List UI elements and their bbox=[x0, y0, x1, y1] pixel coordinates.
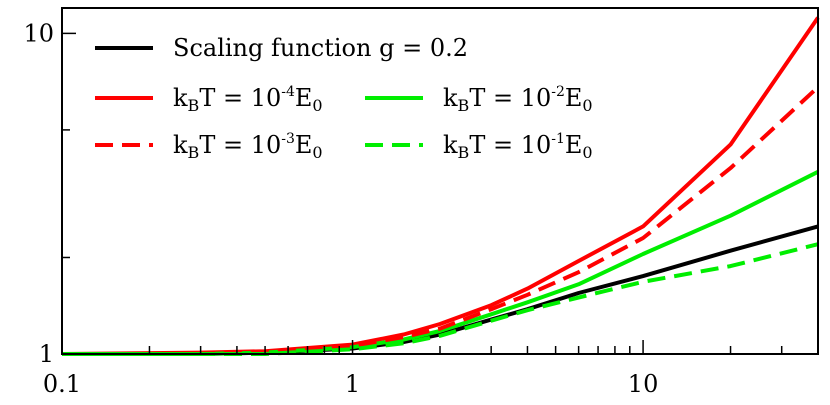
x-tick-label: 10 bbox=[628, 370, 659, 398]
legend-label-5: kBT = 10-1E0 bbox=[443, 131, 593, 162]
y-tick-label: 1 bbox=[39, 340, 54, 368]
x-tick-label: 0.1 bbox=[43, 370, 81, 398]
axis-ticks bbox=[61, 32, 819, 355]
legend: Scaling function g = 0.2 kBT = 10-4E0 kBT … bbox=[95, 34, 593, 162]
legend-label-4: kBT = 10-3E0 bbox=[173, 131, 323, 162]
series-line-5 bbox=[62, 242, 819, 356]
series-line-2 bbox=[61, 16, 820, 356]
y-tick-label: 10 bbox=[23, 19, 54, 47]
legend-label-3: kBT = 10-2E0 bbox=[443, 84, 593, 115]
series-lines bbox=[61, 16, 820, 356]
x-tick-label: 1 bbox=[345, 370, 360, 398]
legend-label-1: Scaling function g = 0.2 bbox=[173, 34, 468, 62]
legend-label-2: kBT = 10-4E0 bbox=[173, 84, 323, 115]
series-line-4 bbox=[62, 85, 820, 356]
